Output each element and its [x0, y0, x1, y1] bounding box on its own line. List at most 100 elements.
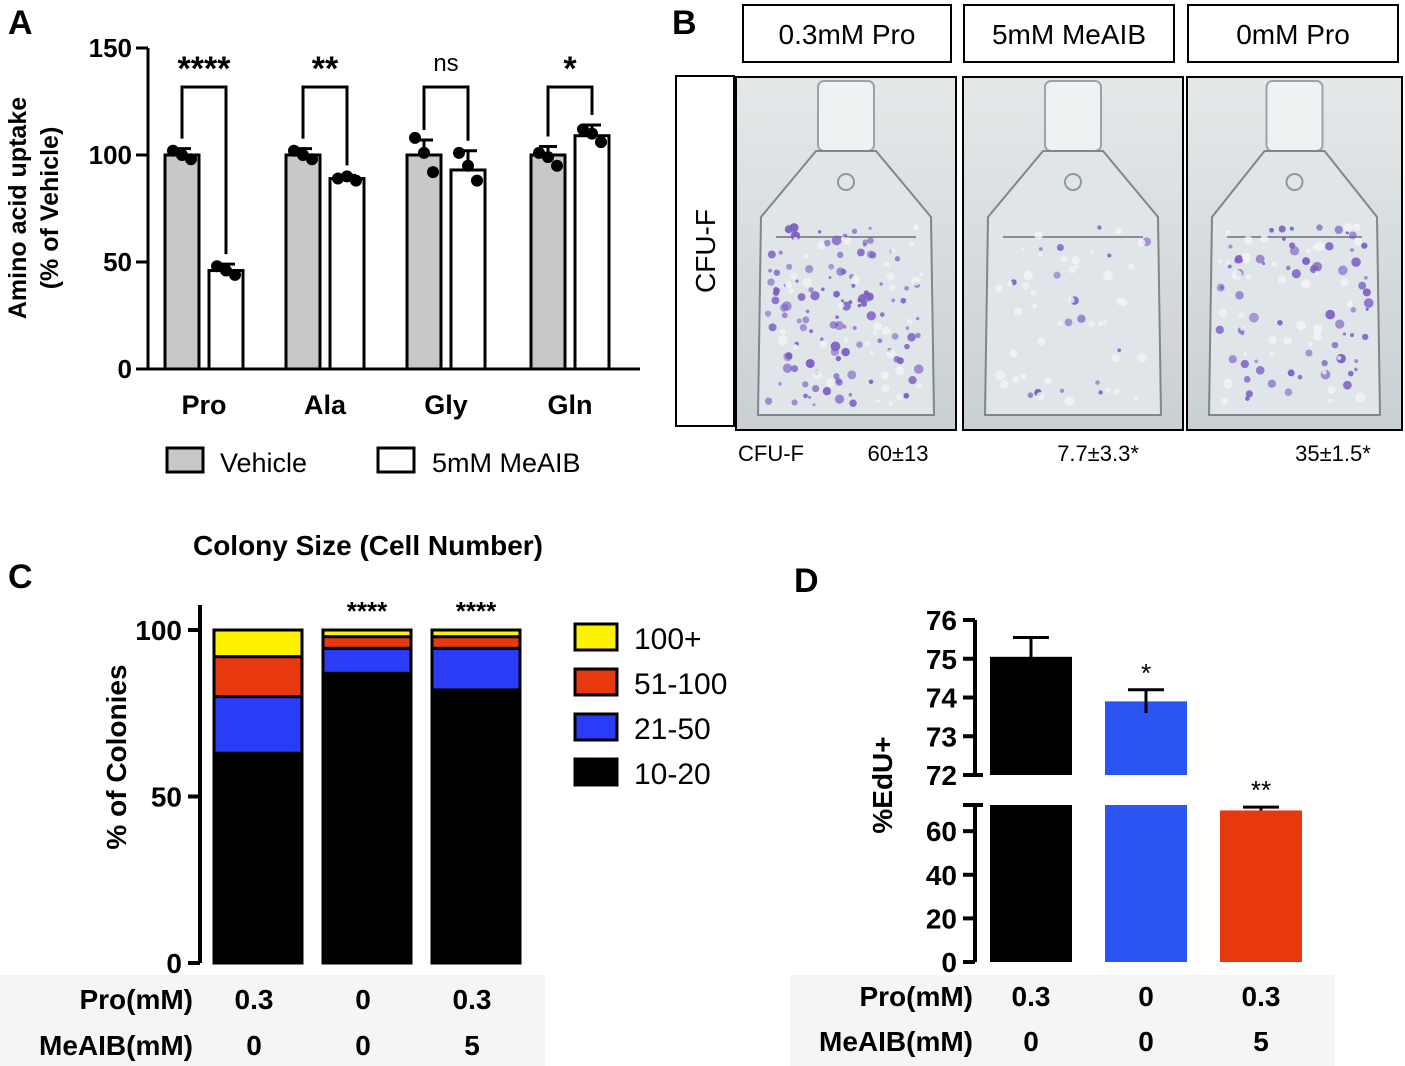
panel-d-y-label: %EdU+	[867, 736, 898, 833]
a-data-point	[471, 174, 483, 187]
c-legend-label-10-20: 10-20	[634, 758, 711, 791]
flask-colony	[856, 341, 863, 348]
flask-colony	[782, 363, 793, 373]
flask-bubble	[1245, 274, 1251, 280]
c-meaib-value-0: 0	[246, 1030, 262, 1061]
a-significance-bracket	[301, 85, 349, 166]
a-data-point	[297, 149, 309, 161]
flask-colony	[896, 357, 904, 365]
flask-colony	[1255, 254, 1265, 264]
flask-bubble	[1217, 259, 1223, 264]
flask-colony	[851, 228, 858, 234]
flask-colony	[903, 392, 910, 399]
c-y-tick-label: 0	[166, 948, 182, 979]
flask-colony	[1305, 349, 1313, 357]
d-pro-value-2: 0.3	[1242, 981, 1281, 1012]
flask-colony	[1291, 269, 1301, 279]
d-bar-lower-2	[1220, 810, 1302, 962]
flask-colony	[904, 343, 910, 350]
flask-bubble	[778, 335, 788, 346]
flask-colony	[768, 268, 773, 273]
flask-colony	[834, 320, 844, 331]
flask-bubble	[1074, 264, 1079, 270]
flask-colony	[1325, 309, 1336, 320]
flask-colony	[1227, 264, 1232, 269]
c-bar-segment-21-50	[212, 695, 304, 755]
flask-bubble	[1343, 222, 1353, 232]
column-header-0mm-pro: 0mM Pro	[1236, 19, 1350, 50]
panel-c-y-axis: 0 50 100	[135, 605, 202, 979]
flask-colony	[1278, 225, 1286, 233]
flask-colony	[1064, 318, 1073, 327]
flask-bubble	[1225, 260, 1231, 266]
a-data-point	[288, 144, 300, 157]
d-bar-lower-0	[990, 805, 1072, 962]
flask-colony	[1287, 369, 1295, 377]
flask-colony	[767, 250, 776, 259]
flask-colony	[1027, 392, 1034, 398]
flask-colony	[835, 377, 842, 384]
a-data-point	[176, 149, 188, 161]
flask-bubble	[919, 271, 924, 277]
flask-bubble	[1057, 320, 1063, 327]
flask-bubble	[1314, 270, 1320, 276]
panel-c-title: Colony Size (Cell Number)	[193, 530, 543, 561]
a-significance-3: *	[563, 50, 577, 88]
panel-label-d: D	[794, 562, 819, 600]
a-data-point	[586, 127, 598, 140]
flask-colony	[894, 256, 901, 262]
flask-colony	[866, 250, 875, 259]
flask-colony	[1343, 380, 1352, 390]
flask-colony	[802, 316, 810, 324]
a-data-point	[542, 151, 554, 164]
flask-colony	[805, 309, 810, 314]
flask-colony	[1321, 359, 1328, 367]
a-data-point	[350, 174, 362, 187]
flask-colony	[834, 394, 845, 404]
flask-colony	[1056, 243, 1064, 251]
flask-bubble	[843, 237, 852, 245]
flask-colony	[841, 301, 851, 311]
flask-colony	[1234, 254, 1244, 264]
flask-colony	[797, 293, 806, 301]
flask-colony	[1286, 265, 1291, 271]
flask-colony	[891, 298, 896, 303]
flask-bubble	[1220, 397, 1228, 406]
flask-bubble	[1128, 263, 1135, 270]
flask-bubble	[907, 318, 913, 325]
flask-colony	[1282, 237, 1286, 241]
flask-colony	[1243, 375, 1251, 383]
flask-colony	[1342, 332, 1347, 336]
flask-colony	[879, 312, 885, 317]
flask-colony	[1351, 257, 1361, 267]
flask-bubble	[1305, 248, 1312, 254]
flask-bubble	[816, 241, 826, 250]
c-bar-segment-10-20	[212, 751, 304, 965]
a-bar-gln-vehicle	[529, 153, 567, 371]
flask-body	[983, 150, 1163, 416]
flask-bubble	[1243, 352, 1248, 357]
panel-d-row-label-meaib: MeAIB(mM)	[819, 1026, 973, 1057]
flask-colony	[773, 269, 781, 276]
flask-bubble	[1322, 370, 1327, 375]
flask-colony	[768, 323, 777, 332]
flask-colony	[1361, 242, 1368, 249]
flask-colony	[1219, 285, 1224, 290]
cfu-f-count-label: CFU-F	[738, 441, 804, 466]
flask-bubble	[1301, 279, 1311, 289]
flask-colony	[1095, 380, 1100, 385]
flask-colony	[781, 312, 788, 319]
flask-colony	[868, 379, 874, 385]
a-significance-0: ****	[178, 50, 232, 88]
flask-bubble	[784, 281, 792, 289]
panel-d-axes: 72 73 74 75 76 0 20 40 60	[926, 605, 983, 978]
flask-bubble	[1352, 223, 1361, 231]
flask-cap-mark	[837, 173, 855, 191]
flask-colony	[891, 332, 899, 340]
c-bar-segment-100+	[321, 628, 413, 639]
panel-c-table-background	[0, 975, 545, 1066]
flask-colony	[860, 300, 868, 307]
flask-bubble	[1313, 332, 1322, 342]
flask-bubble	[1064, 396, 1075, 407]
